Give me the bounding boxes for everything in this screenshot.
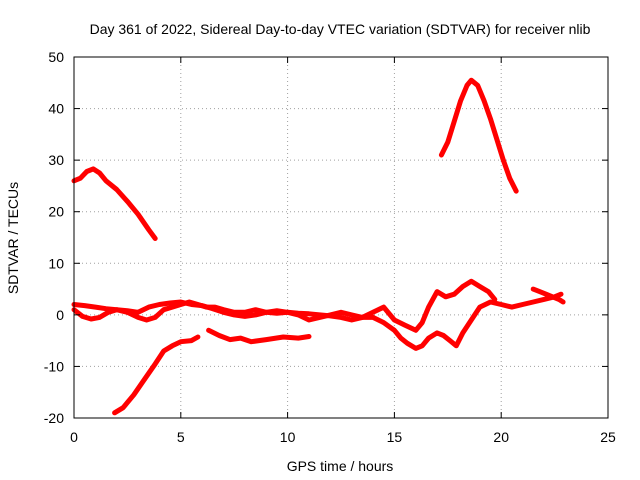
x-tick-label: 10 xyxy=(280,429,296,445)
series-line-arc-5 xyxy=(71,278,498,333)
series-line-arc-2 xyxy=(438,77,519,194)
y-tick-label: 10 xyxy=(48,255,64,271)
series-group xyxy=(71,77,566,416)
y-tick-label: -20 xyxy=(44,410,64,426)
axes: 0 5 10 15 20 25 -20 -10 0 10 20 30 40 50 xyxy=(44,49,616,445)
y-tick-label: -10 xyxy=(44,358,64,374)
series-line-arc-4 xyxy=(206,327,312,345)
y-tick-label: 0 xyxy=(56,307,64,323)
x-tick-label: 20 xyxy=(493,429,509,445)
y-tick-label: 50 xyxy=(48,49,64,65)
x-tick-label: 25 xyxy=(600,429,616,445)
x-tick-label: 0 xyxy=(70,429,78,445)
y-tick-label: 30 xyxy=(48,152,64,168)
series-line-arc-6 xyxy=(71,291,564,351)
gridlines xyxy=(74,57,608,418)
x-axis-label: GPS time / hours xyxy=(287,458,394,474)
series-line-arc-7 xyxy=(530,286,566,305)
plot-frame xyxy=(73,56,609,419)
series-line-arc-3 xyxy=(112,334,201,416)
series-line-arc-1 xyxy=(71,166,158,241)
y-tick-label: 20 xyxy=(48,204,64,220)
y-tick-label: 40 xyxy=(48,101,64,117)
y-axis-label: SDTVAR / TECUs xyxy=(5,182,21,294)
x-tick-label: 15 xyxy=(387,429,403,445)
chart-title: Day 361 of 2022, Sidereal Day-to-day VTE… xyxy=(90,21,591,37)
x-tick-label: 5 xyxy=(177,429,185,445)
